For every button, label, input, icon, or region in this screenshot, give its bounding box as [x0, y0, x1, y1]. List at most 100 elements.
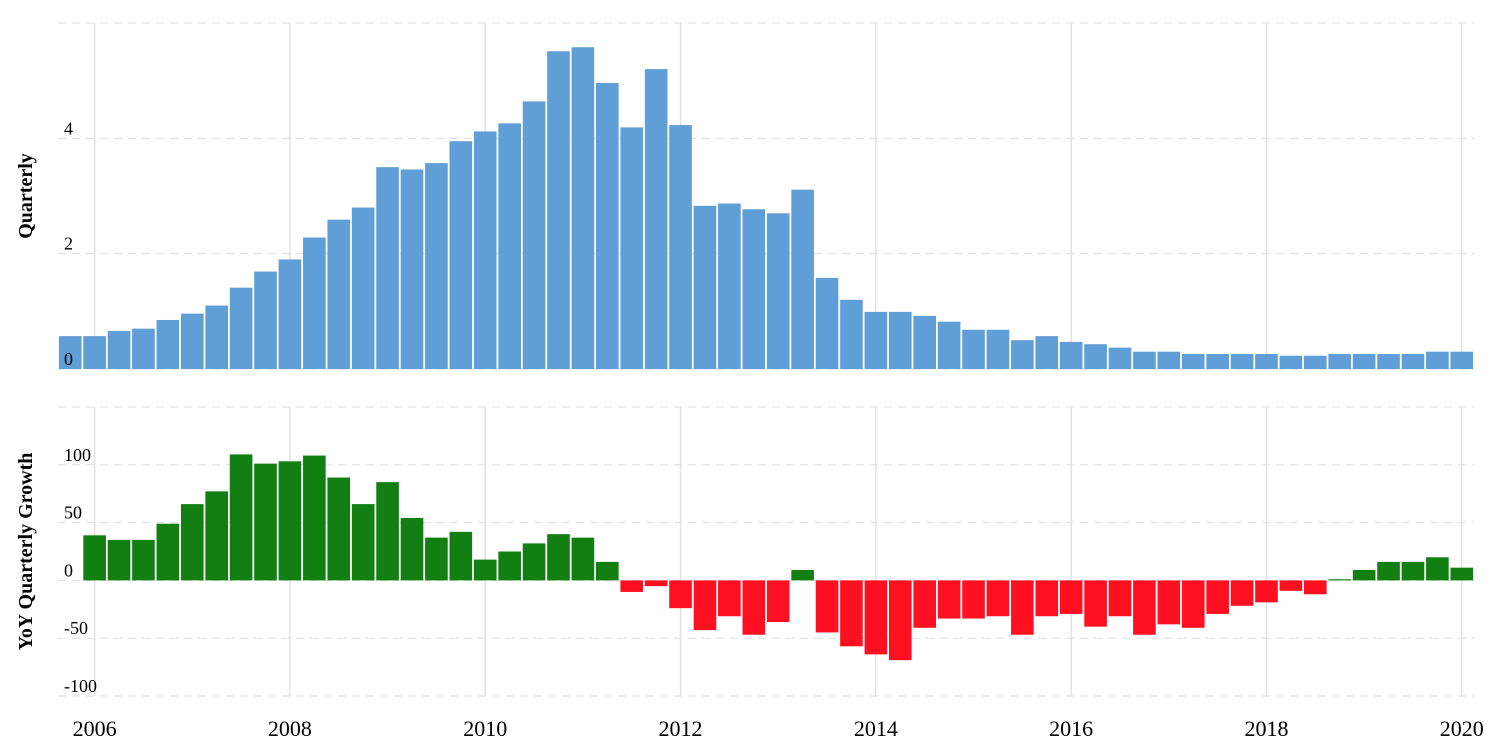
- bar: [888, 311, 912, 369]
- bar: [840, 580, 863, 647]
- bar: [1230, 580, 1254, 606]
- x-tick-label: 2016: [1049, 716, 1093, 741]
- bar: [254, 463, 277, 581]
- bar: [693, 580, 717, 631]
- bar: [1230, 354, 1254, 369]
- bar: [815, 580, 839, 633]
- bar: [205, 305, 228, 369]
- bar: [449, 531, 473, 581]
- bar: [1352, 569, 1376, 581]
- bar: [742, 209, 766, 369]
- bar: [425, 163, 448, 369]
- y-tick-label: 2: [64, 234, 73, 254]
- bar: [107, 330, 131, 369]
- bar: [376, 482, 399, 581]
- bar: [815, 277, 839, 369]
- bar: [522, 101, 546, 369]
- y-axis-label: Quarterly: [15, 153, 37, 239]
- bar: [1401, 561, 1425, 581]
- bar: [400, 169, 424, 369]
- bar: [1328, 354, 1352, 369]
- bar: [473, 131, 497, 369]
- bar: [1181, 580, 1205, 628]
- bar: [571, 47, 595, 369]
- bar: [693, 205, 717, 369]
- bar: [132, 539, 155, 581]
- bar: [1450, 351, 1474, 369]
- bar: [962, 580, 985, 619]
- bar: [156, 523, 180, 581]
- bar: [1279, 355, 1303, 369]
- bar: [571, 537, 595, 581]
- bar: [205, 491, 228, 581]
- bar: [791, 569, 814, 581]
- bar: [1059, 580, 1083, 614]
- bar: [888, 580, 912, 661]
- y-tick-label: 0: [64, 560, 73, 580]
- bar: [1377, 561, 1400, 581]
- bar: [937, 321, 961, 369]
- bar: [1377, 354, 1400, 369]
- bar: [473, 559, 497, 581]
- bar: [1206, 580, 1229, 614]
- bar: [1011, 580, 1034, 635]
- bar: [156, 319, 180, 369]
- bar: [1059, 341, 1083, 369]
- bar: [547, 534, 570, 581]
- bar: [669, 125, 692, 369]
- bar: [1133, 580, 1156, 635]
- bar: [1426, 351, 1449, 369]
- bar: [742, 580, 766, 635]
- bar: [498, 123, 521, 369]
- bar: [791, 189, 814, 369]
- bar: [937, 580, 961, 619]
- bar: [596, 561, 619, 581]
- bar: [620, 580, 644, 592]
- y-tick-label: 100: [64, 445, 91, 465]
- bar: [986, 329, 1010, 369]
- bar: [864, 580, 888, 655]
- bar: [1255, 354, 1278, 369]
- bar: [913, 580, 936, 628]
- bar: [840, 299, 863, 369]
- bar: [1450, 567, 1474, 581]
- bar: [913, 315, 936, 369]
- x-tick-label: 2020: [1440, 716, 1484, 741]
- bar: [1206, 354, 1229, 369]
- bar: [1181, 354, 1205, 369]
- x-tick-label: 2014: [854, 716, 898, 741]
- bar: [596, 82, 619, 370]
- y-tick-label: 4: [64, 118, 73, 138]
- bar: [278, 259, 302, 369]
- bar: [132, 328, 155, 369]
- bar: [254, 271, 277, 369]
- x-tick-label: 2006: [73, 716, 117, 741]
- bar: [1255, 580, 1278, 603]
- bar: [1328, 579, 1352, 581]
- bar: [1157, 351, 1181, 369]
- bar: [327, 477, 351, 581]
- bar: [83, 336, 106, 369]
- bar: [1108, 580, 1132, 617]
- bar: [229, 454, 253, 581]
- bar: [107, 539, 131, 581]
- bar: [1401, 354, 1425, 369]
- bar: [986, 580, 1010, 617]
- bar: [1011, 340, 1034, 369]
- bar: [1426, 557, 1449, 581]
- y-tick-label: 0: [64, 349, 73, 369]
- bar: [718, 580, 741, 617]
- bar: [498, 551, 521, 581]
- bar: [1279, 580, 1303, 591]
- bar: [229, 287, 253, 369]
- bar: [83, 535, 106, 581]
- bar: [718, 203, 741, 369]
- bar: [58, 336, 82, 369]
- bar: [1133, 351, 1156, 369]
- x-tick-label: 2010: [463, 716, 507, 741]
- bar: [547, 51, 570, 370]
- bar: [620, 127, 644, 369]
- bar: [303, 455, 326, 581]
- bar: [1157, 580, 1181, 625]
